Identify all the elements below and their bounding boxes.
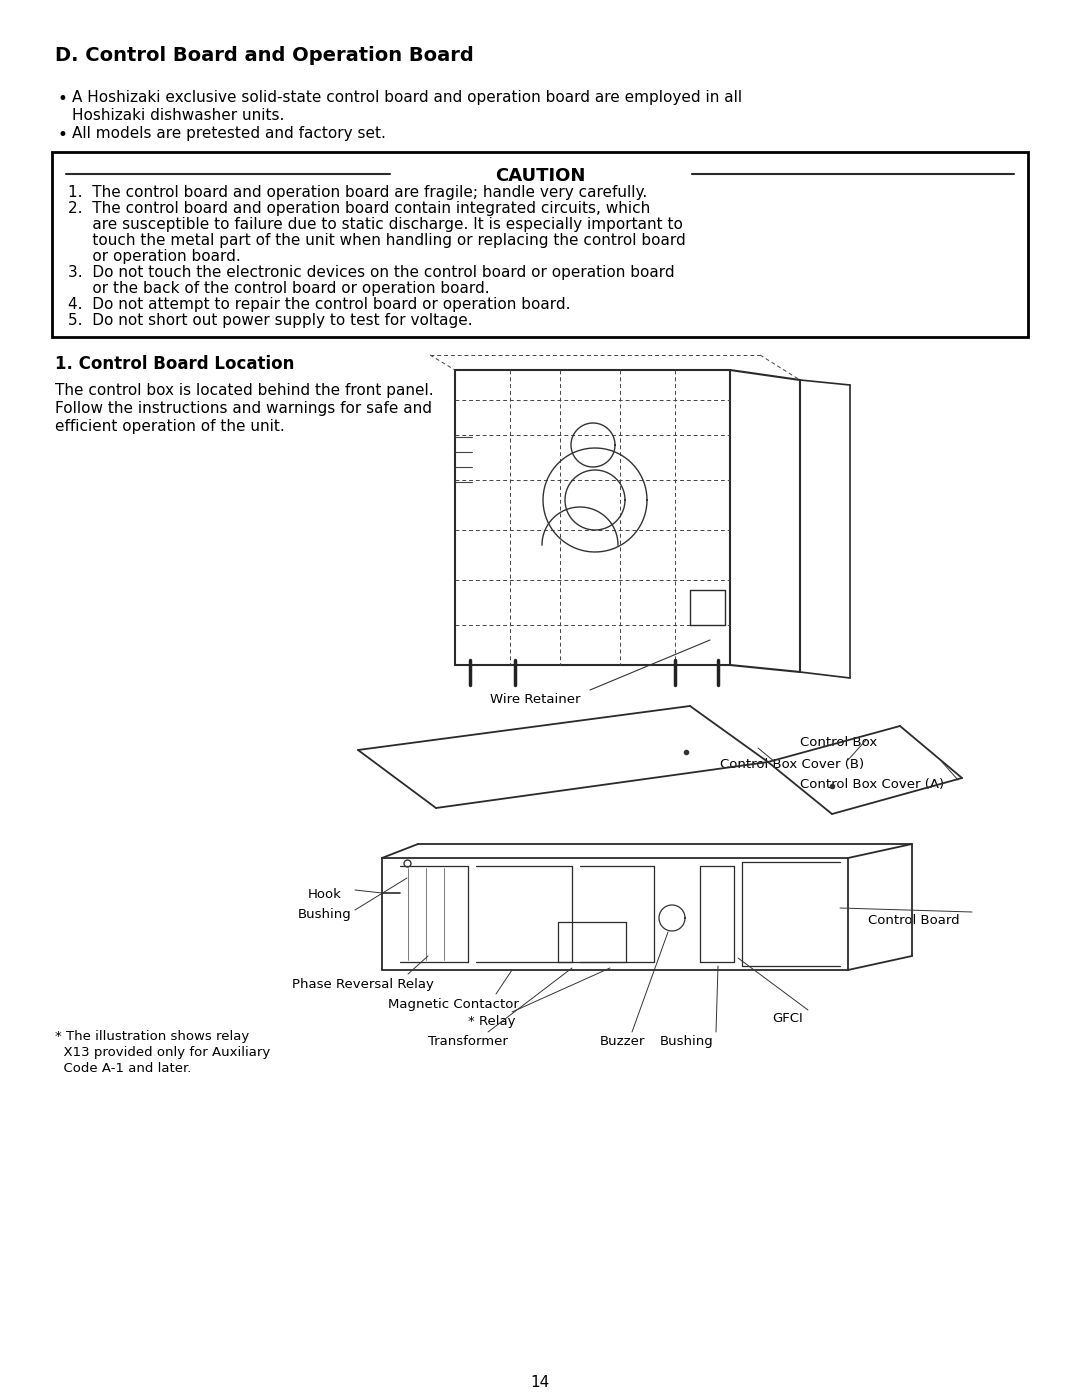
Text: Code A-1 and later.: Code A-1 and later. [55,1062,191,1076]
Text: * The illustration shows relay: * The illustration shows relay [55,1030,249,1044]
Bar [52,152,1028,337]
Text: or operation board.: or operation board. [68,249,241,264]
Text: CAUTION: CAUTION [495,168,585,184]
Text: •: • [58,126,68,144]
Text: •: • [58,89,68,108]
Text: Control Box: Control Box [800,736,877,749]
Text: 3.  Do not touch the electronic devices on the control board or operation board: 3. Do not touch the electronic devices o… [68,265,675,279]
Text: D. Control Board and Operation Board: D. Control Board and Operation Board [55,46,474,66]
Text: Buzzer: Buzzer [600,1035,646,1048]
Text: 14: 14 [530,1375,550,1390]
Text: Transformer: Transformer [428,1035,508,1048]
Text: 5.  Do not short out power supply to test for voltage.: 5. Do not short out power supply to test… [68,313,473,328]
Text: 1.  The control board and operation board are fragile; handle very carefully.: 1. The control board and operation board… [68,184,647,200]
Text: Wire Retainer: Wire Retainer [490,693,581,705]
Text: 1. Control Board Location: 1. Control Board Location [55,355,295,373]
Text: A Hoshizaki exclusive solid-state control board and operation board are employed: A Hoshizaki exclusive solid-state contro… [72,89,742,105]
Text: Hook: Hook [308,888,342,901]
Text: or the back of the control board or operation board.: or the back of the control board or oper… [68,281,489,296]
Text: touch the metal part of the unit when handling or replacing the control board: touch the metal part of the unit when ha… [68,233,686,249]
Text: The control box is located behind the front panel.: The control box is located behind the fr… [55,383,434,398]
Text: Bushing: Bushing [298,908,352,921]
Text: Control Board: Control Board [868,914,960,928]
Text: Magnetic Contactor: Magnetic Contactor [388,997,518,1011]
Text: Hoshizaki dishwasher units.: Hoshizaki dishwasher units. [72,108,284,123]
Text: efficient operation of the unit.: efficient operation of the unit. [55,419,285,434]
Text: All models are pretested and factory set.: All models are pretested and factory set… [72,126,386,141]
Text: 4.  Do not attempt to repair the control board or operation board.: 4. Do not attempt to repair the control … [68,298,570,312]
Text: 2.  The control board and operation board contain integrated circuits, which: 2. The control board and operation board… [68,201,650,217]
Text: Phase Reversal Relay: Phase Reversal Relay [292,978,434,990]
Text: Follow the instructions and warnings for safe and: Follow the instructions and warnings for… [55,401,432,416]
Text: Control Box Cover (B): Control Box Cover (B) [720,759,864,771]
Text: GFCI: GFCI [772,1011,802,1025]
Text: Bushing: Bushing [660,1035,714,1048]
Text: Control Box Cover (A): Control Box Cover (A) [800,778,944,791]
Text: are susceptible to failure due to static discharge. It is especially important t: are susceptible to failure due to static… [68,217,683,232]
Text: X13 provided only for Auxiliary: X13 provided only for Auxiliary [55,1046,270,1059]
Text: * Relay: * Relay [468,1016,515,1028]
